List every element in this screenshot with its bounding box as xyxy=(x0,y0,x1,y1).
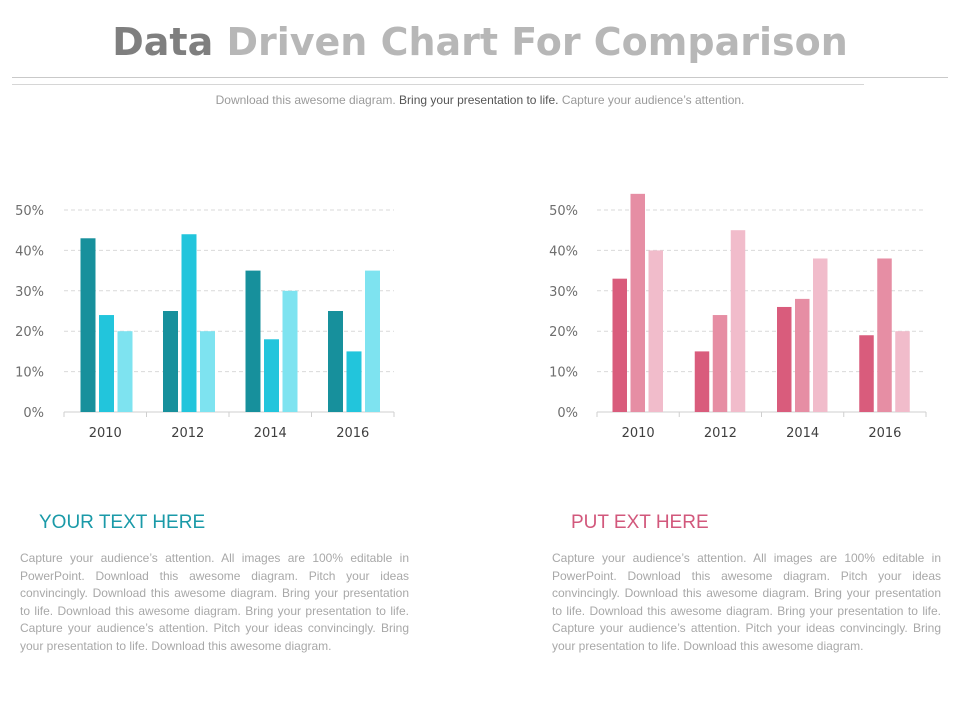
bar-2010-series-1 xyxy=(612,278,627,412)
bar-2016-series-2 xyxy=(346,351,362,412)
y-tick-label: 40% xyxy=(549,244,578,259)
page-title: Data Driven Chart For Comparison xyxy=(0,20,960,64)
x-tick-label: 2012 xyxy=(171,426,204,441)
x-tick-label: 2010 xyxy=(622,426,655,441)
bar-2014-series-3 xyxy=(813,258,828,412)
x-tick-label: 2016 xyxy=(336,426,369,441)
bar-2016-series-3 xyxy=(365,270,380,412)
bar-2014-series-2 xyxy=(264,339,279,412)
x-tick-label: 2014 xyxy=(254,426,287,441)
bar-2010-series-3 xyxy=(117,331,133,412)
bar-2012-series-3 xyxy=(200,331,215,412)
y-tick-label: 0% xyxy=(557,406,578,421)
y-tick-label: 50% xyxy=(549,204,578,219)
bar-2016-series-1 xyxy=(859,335,874,412)
title-divider-secondary xyxy=(12,84,864,85)
bar-2014-series-3 xyxy=(282,290,298,412)
bar-2012-series-1 xyxy=(163,311,178,412)
subtitle-part-a: Download this awesome diagram. xyxy=(215,93,396,107)
x-tick-label: 2014 xyxy=(786,426,819,441)
y-tick-label: 20% xyxy=(15,325,44,340)
subtitle-part-b: Bring your presentation to life. xyxy=(399,93,559,107)
x-tick-label: 2016 xyxy=(868,426,901,441)
y-tick-label: 30% xyxy=(15,285,44,300)
bar-2010-series-2 xyxy=(630,193,645,412)
bar-2012-series-2 xyxy=(181,234,197,412)
bar-2016-series-2 xyxy=(877,258,892,412)
bar-2014-series-1 xyxy=(777,306,792,412)
bar-2016-series-1 xyxy=(328,311,343,412)
section-heading-left: YOUR TEXT HERE xyxy=(39,512,206,533)
chart-left: 0% 10% 20% 30% 40% 50% 2010 2012 2014 2016 xyxy=(15,204,395,441)
bar-2010-series-2 xyxy=(99,315,114,412)
x-tick-label: 2010 xyxy=(89,426,122,441)
x-tick-label: 2012 xyxy=(704,426,737,441)
bar-2014-series-1 xyxy=(245,270,261,412)
y-tick-label: 50% xyxy=(15,204,44,219)
y-tick-label: 10% xyxy=(549,366,578,381)
y-tick-label: 40% xyxy=(15,244,44,259)
section-body-right: Capture your audience’s attention. All i… xyxy=(552,551,941,653)
bar-2010-series-3 xyxy=(648,250,663,412)
y-tick-label: 30% xyxy=(549,285,578,300)
bar-2012-series-2 xyxy=(712,315,728,412)
title-divider xyxy=(12,77,948,78)
bar-2012-series-3 xyxy=(730,230,746,412)
bar-2014-series-2 xyxy=(795,298,810,412)
subtitle-part-c: Capture your audience’s attention. xyxy=(561,93,745,107)
y-tick-label: 10% xyxy=(15,366,44,381)
subtitle: Download this awesome diagram. Bring you… xyxy=(0,93,960,107)
section-heading-right: PUT EXT HERE xyxy=(571,512,709,533)
title-lead: Data xyxy=(112,20,214,64)
bar-2012-series-1 xyxy=(694,351,710,412)
title-rest: Driven Chart For Comparison xyxy=(226,20,848,64)
y-tick-label: 0% xyxy=(23,406,44,421)
section-body-left: Capture your audience’s attention. All i… xyxy=(20,551,409,653)
bar-2010-series-1 xyxy=(80,238,96,412)
y-tick-label: 20% xyxy=(549,325,578,340)
chart-right: 0% 10% 20% 30% 40% 50% 2010 2012 2014 2016 xyxy=(549,193,927,441)
bar-2016-series-3 xyxy=(895,331,910,412)
